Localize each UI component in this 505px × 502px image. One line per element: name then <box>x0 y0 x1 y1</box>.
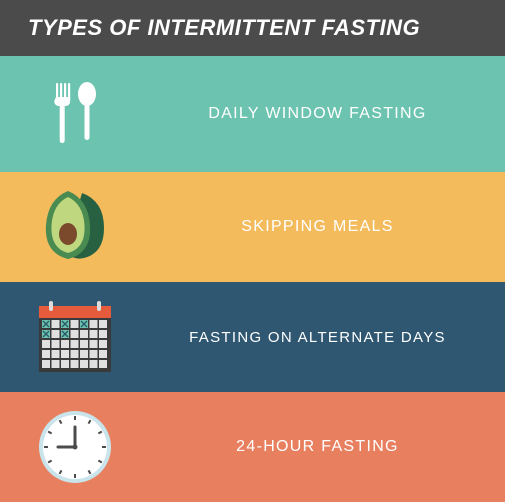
fasting-label-text: SKIPPING MEALS <box>241 218 393 236</box>
fasting-row: 24-HOUR FASTING <box>0 392 505 502</box>
fasting-label: 24-HOUR FASTING <box>150 438 505 456</box>
calendar-icon <box>0 300 150 374</box>
fasting-row: SKIPPING MEALS <box>0 172 505 282</box>
avocado-icon <box>0 187 150 267</box>
fasting-label: DAILY WINDOW FASTING <box>150 105 505 123</box>
fasting-row: DAILY WINDOW FASTING <box>0 56 505 172</box>
header: TYPES OF INTERMITTENT FASTING <box>0 0 505 56</box>
clock-icon <box>0 409 150 485</box>
fasting-label-text: FASTING ON ALTERNATE DAYS <box>189 329 446 346</box>
fasting-label: SKIPPING MEALS <box>150 218 505 236</box>
fasting-row: FASTING ON ALTERNATE DAYS <box>0 282 505 392</box>
fasting-label-text: DAILY WINDOW FASTING <box>208 105 426 123</box>
fork-spoon-icon <box>0 79 150 149</box>
header-title: TYPES OF INTERMITTENT FASTING <box>28 15 420 41</box>
fasting-label-text: 24-HOUR FASTING <box>236 438 399 456</box>
fasting-label: FASTING ON ALTERNATE DAYS <box>150 329 505 346</box>
